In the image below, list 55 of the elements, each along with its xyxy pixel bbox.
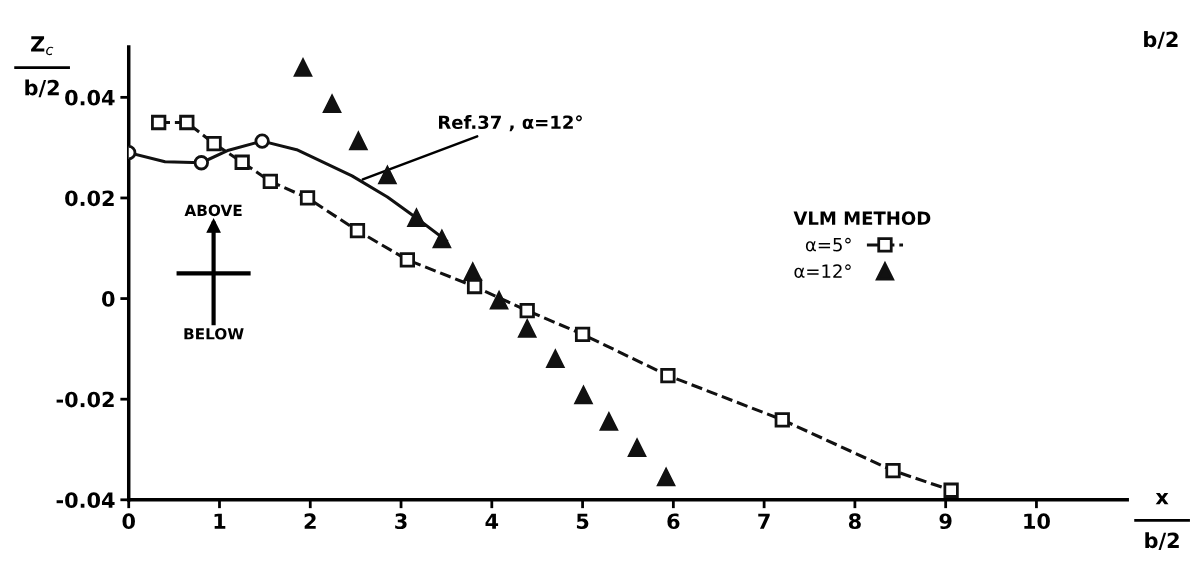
annotation: ABOVE (184, 204, 242, 217)
point (657, 468, 676, 487)
x-tick-label: 1 (214, 513, 226, 529)
x-tick-label: 5 (576, 513, 589, 530)
point (574, 326, 591, 342)
point (378, 166, 397, 185)
x-tick-label: 10 (1024, 513, 1050, 530)
point (463, 262, 482, 281)
legend-label: α=12° (794, 264, 851, 278)
x-tick-label: 2 (304, 513, 316, 529)
annotation: Ref.37 , α=12° (439, 115, 582, 132)
legend-title: VLM METHOD (793, 211, 931, 225)
point (660, 367, 676, 384)
point (349, 132, 368, 151)
y-tick-label: 0 (102, 291, 115, 307)
point (546, 349, 565, 368)
y-tick-label: -0.02 (56, 391, 114, 408)
y-tick-label: 0.04 (65, 89, 115, 106)
point (489, 289, 509, 310)
x-tick-label: 4 (485, 513, 499, 529)
point (399, 252, 416, 268)
point (179, 114, 195, 131)
y-tick-label: -0.04 (56, 492, 115, 509)
y-tick-label: 0.02 (65, 190, 114, 207)
x-tick-label: 0 (122, 513, 135, 530)
annotation: BELOW (184, 328, 244, 340)
x-tick-label: 7 (758, 513, 770, 529)
point (323, 94, 342, 113)
point (262, 173, 278, 189)
point (254, 133, 270, 149)
x-tick-label: 8 (848, 513, 861, 530)
point (599, 412, 618, 431)
x-tick-label: 9 (939, 513, 952, 530)
point (518, 319, 537, 338)
point (234, 154, 250, 170)
legend-label: α=5° (805, 237, 851, 252)
point (151, 114, 167, 131)
point (206, 135, 222, 152)
text: Z$_{c}$ b/2 (25, 36, 59, 98)
x-tick-label: 6 (667, 513, 680, 530)
point (299, 190, 316, 206)
point (628, 438, 647, 458)
point (519, 303, 535, 319)
point (885, 462, 901, 479)
x-tick-label: 3 (395, 513, 407, 530)
text: b/2 (1144, 31, 1178, 49)
point (432, 230, 451, 249)
point (349, 223, 366, 239)
text: x b/2 (1145, 492, 1179, 550)
point (193, 155, 209, 171)
point (774, 412, 790, 428)
point (574, 386, 593, 405)
point (407, 209, 426, 228)
point (943, 482, 959, 498)
point (293, 58, 313, 77)
